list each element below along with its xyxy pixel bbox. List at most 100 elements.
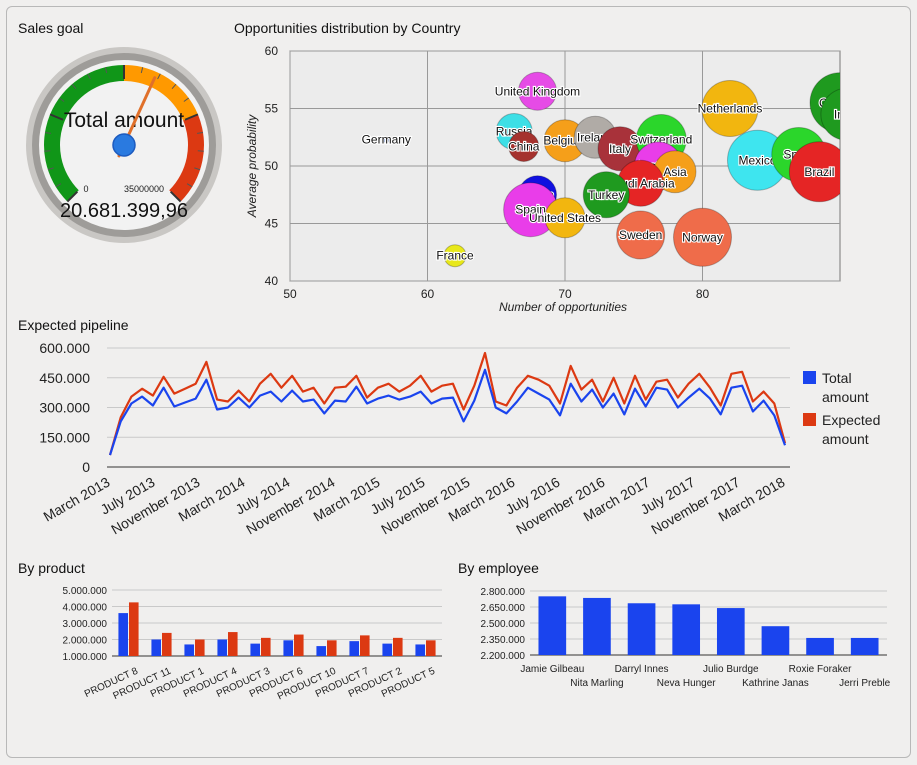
bar bbox=[316, 646, 326, 656]
gauge-minor-tick bbox=[197, 131, 204, 134]
gauge-min-label: 0 bbox=[83, 184, 88, 194]
pipeline-title: Expected pipeline bbox=[18, 317, 129, 333]
gauge-ticks bbox=[44, 65, 204, 203]
employee-x-tick: Julio Burdge bbox=[703, 664, 759, 675]
bubble-point: Asia bbox=[653, 150, 697, 194]
bubble-x-tick: 70 bbox=[558, 287, 572, 301]
gauge-minor-tick bbox=[186, 183, 193, 188]
bubble-point: Germany bbox=[360, 131, 412, 147]
bubble-point: China bbox=[507, 130, 541, 162]
gauge-major-tick bbox=[184, 113, 199, 121]
gauge-major-tick bbox=[66, 190, 79, 203]
bubble-label: Brazil bbox=[804, 165, 834, 179]
bubble-circle bbox=[701, 80, 759, 137]
bar bbox=[415, 644, 425, 656]
employee-tick-labels: 2.200.000 2.350.000 2.500.000 2.650.000 2.80… bbox=[481, 587, 891, 689]
pipeline-gridlines bbox=[107, 347, 790, 468]
opportunities-title: Opportunities distribution by Country bbox=[234, 20, 461, 36]
gauge-minor-tick bbox=[183, 97, 190, 102]
gauge-minor-tick bbox=[87, 73, 91, 80]
bubble-label: Mexico bbox=[738, 153, 776, 167]
bubble-point: Italy bbox=[597, 126, 643, 172]
bar bbox=[360, 635, 370, 656]
bubble-y-tick: 50 bbox=[265, 159, 279, 173]
bubble-point: Brazil bbox=[788, 141, 840, 203]
bubble-circle bbox=[382, 136, 390, 144]
gauge-minor-tick bbox=[171, 83, 177, 90]
gauge-minor-tick bbox=[140, 67, 144, 74]
bubble-y-tick: 55 bbox=[265, 102, 279, 116]
bubble-x-tick: 50 bbox=[283, 287, 297, 301]
gauge-red-band bbox=[169, 114, 204, 202]
bar bbox=[627, 603, 656, 655]
bar bbox=[195, 639, 205, 656]
bar-y-tick: 3.000.000 bbox=[63, 619, 108, 630]
bar bbox=[228, 632, 238, 656]
bubble-point: France bbox=[435, 244, 475, 268]
bubble-circle bbox=[518, 71, 557, 111]
bubble-circle bbox=[788, 141, 840, 203]
bubble-y-tick: 45 bbox=[265, 217, 279, 231]
by-employee-title: By employee bbox=[458, 560, 539, 576]
bar bbox=[382, 643, 392, 656]
pipeline-y-tick: 300.000 bbox=[39, 400, 90, 416]
bar-y-tick: 2.500.000 bbox=[481, 619, 526, 630]
bubble-label: Asia bbox=[663, 165, 687, 179]
pipeline-y-tick: 600.000 bbox=[39, 340, 90, 356]
legend-expected-label: Expected amount bbox=[822, 412, 880, 447]
bubble-circle bbox=[820, 88, 840, 140]
gauge-minor-tick bbox=[71, 83, 77, 90]
bubble-point: Netherlands bbox=[697, 80, 763, 137]
bar bbox=[349, 641, 359, 656]
bubble-point: Mexico bbox=[727, 129, 788, 191]
employee-x-tick: Neva Hunger bbox=[657, 678, 717, 689]
bar-y-tick: 2.200.000 bbox=[481, 651, 526, 662]
gauge-orange-band bbox=[124, 65, 198, 121]
gauge-minor-tick bbox=[58, 97, 65, 102]
pipeline-y-tick: 0 bbox=[82, 459, 90, 475]
bubble-y-axis-label: Average probability bbox=[245, 114, 259, 219]
bubble-label: Spain bbox=[515, 203, 546, 217]
pipeline-y-tick: 450.000 bbox=[39, 370, 90, 386]
bubble-x-axis-label: Number of opportunities bbox=[499, 300, 627, 314]
bubble-x-tick: 60 bbox=[421, 287, 435, 301]
bar-y-tick: 2.350.000 bbox=[481, 635, 526, 646]
product-bars bbox=[118, 602, 436, 656]
gauge-major-tick bbox=[169, 190, 182, 203]
bar bbox=[184, 644, 194, 656]
by-product-bar-chart: 1.000.000 2.000.000 3.000.000 4.000.000 5.00… bbox=[63, 586, 442, 702]
pipeline-y-tick: 150.000 bbox=[39, 429, 90, 445]
bar bbox=[538, 596, 567, 655]
bar bbox=[151, 639, 161, 656]
employee-x-tick: Roxie Foraker bbox=[789, 664, 852, 675]
bubble-circle bbox=[544, 197, 586, 239]
gauge-minor-tick bbox=[47, 167, 54, 171]
pipeline-series-expected bbox=[108, 351, 787, 456]
bar bbox=[294, 634, 304, 656]
pipeline-series-total bbox=[108, 368, 787, 456]
bar bbox=[217, 639, 227, 656]
bubble-circle bbox=[508, 130, 540, 162]
sales-goal-title: Sales goal bbox=[18, 20, 84, 36]
gauge-minor-tick bbox=[104, 67, 108, 74]
bubble-point: Turkey bbox=[582, 171, 630, 219]
gauge-minor-tick bbox=[44, 131, 51, 134]
bar bbox=[426, 640, 436, 656]
pipeline-series bbox=[108, 351, 787, 456]
employee-x-tick: Jerri Preble bbox=[839, 678, 891, 689]
bubble-circle bbox=[673, 207, 732, 267]
bar bbox=[672, 604, 701, 655]
product-gridlines bbox=[112, 589, 442, 657]
bar bbox=[283, 640, 293, 656]
gauge-green-band bbox=[43, 65, 124, 202]
by-employee-bar-chart: 2.200.000 2.350.000 2.500.000 2.650.000 2.80… bbox=[481, 587, 891, 689]
bar-y-tick: 5.000.000 bbox=[63, 586, 108, 597]
bubble-label: United Kingdom bbox=[495, 84, 580, 98]
legend-expected-swatch bbox=[803, 413, 816, 426]
by-product-title: By product bbox=[18, 560, 85, 576]
bar bbox=[583, 597, 611, 655]
bubble-y-tick: 40 bbox=[265, 274, 279, 288]
bubble-x-tick: 80 bbox=[696, 287, 710, 301]
